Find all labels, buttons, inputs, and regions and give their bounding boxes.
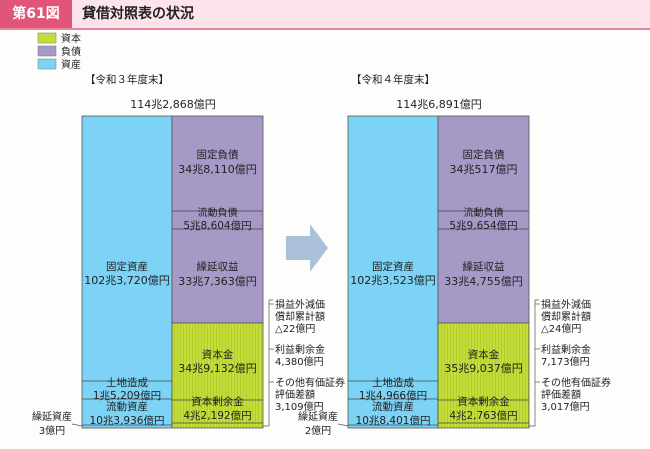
liability-bar: [437, 115, 530, 324]
asset-value: 102兆3,523億円: [350, 274, 436, 287]
side-note-value: 3,109億円: [275, 400, 324, 413]
liability-label: 繰延収益: [197, 260, 239, 273]
asset-value: 3億円: [39, 424, 65, 437]
side-note-label: 利益剰余金: [541, 343, 591, 356]
liability-value: 34兆517億円: [450, 163, 518, 176]
capital-bar: [171, 322, 264, 429]
capital-value: 34兆9,132億円: [178, 362, 257, 375]
side-note-value: 7,173億円: [541, 355, 590, 368]
capital-value: 4兆2,763億円: [449, 409, 517, 422]
figure-number-badge: 第61図: [0, 0, 72, 28]
side-note-label: 償却累計額: [541, 310, 591, 323]
arrow-right-icon: [286, 224, 328, 272]
capital-label: 資本金: [468, 348, 500, 361]
asset-label: 流動資産: [106, 400, 148, 413]
legend-label-liabilities: 負債: [61, 45, 81, 58]
side-note-label: 評価差額: [275, 388, 315, 401]
capital-label: 資本剰余金: [457, 395, 510, 408]
asset-bar: [81, 115, 173, 429]
liability-label: 固定負債: [463, 148, 505, 161]
liability-value: 33兆7,363億円: [178, 275, 257, 288]
asset-value: 10兆3,936億円: [90, 414, 165, 427]
liability-label: 流動負債: [464, 206, 504, 219]
liability-label: 流動負債: [198, 206, 238, 219]
side-note-label: 損益外減価: [275, 298, 325, 311]
asset-label: 繰延資産: [32, 410, 72, 423]
side-note-label: その他有価証券: [541, 376, 611, 389]
legend-label-assets: 資産: [61, 58, 81, 71]
capital-bar: [437, 322, 530, 429]
asset-label: 固定資産: [372, 260, 414, 273]
side-note-value: 4,380億円: [275, 355, 324, 368]
side-note-label: その他有価証券: [275, 376, 345, 389]
asset-label: 土地造成: [106, 376, 148, 389]
capital-label: 資本剰余金: [191, 395, 244, 408]
figure-header: 第61図 貸借対照表の状況: [0, 0, 650, 30]
liability-value: 5兆8,604億円: [183, 219, 251, 232]
period-label: 【令和３年度末】: [85, 73, 169, 86]
asset-label: 土地造成: [372, 376, 414, 389]
side-note-label: 利益剰余金: [275, 343, 325, 356]
asset-value: 1兆5,209億円: [93, 389, 161, 402]
side-note-label: 評価差額: [541, 388, 581, 401]
asset-label: 固定資産: [106, 260, 148, 273]
liability-label: 固定負債: [197, 148, 239, 161]
leader-line: [529, 299, 539, 427]
liability-value: 33兆4,755億円: [444, 275, 523, 288]
leader-line: [71, 423, 83, 427]
total-label: 114兆2,868億円: [130, 98, 216, 111]
leader-line: [337, 423, 349, 427]
legend-swatch-liabilities: [37, 45, 57, 57]
side-note-label: 損益外減価: [541, 298, 591, 311]
liability-value: 34兆8,110億円: [178, 163, 257, 176]
asset-label: 流動資産: [372, 400, 414, 413]
legend-label-capital: 資本: [61, 32, 81, 45]
side-note-value: △22億円: [275, 322, 315, 335]
total-label: 114兆6,891億円: [396, 98, 482, 111]
asset-value: 2億円: [305, 424, 331, 437]
liability-value: 5兆9,654億円: [449, 219, 517, 232]
asset-bar: [347, 115, 439, 429]
period-label: 【令和４年度末】: [351, 73, 435, 86]
legend-swatch-capital: [37, 32, 57, 44]
liability-label: 繰延収益: [463, 260, 505, 273]
side-note-value: △24億円: [541, 322, 581, 335]
asset-label: 繰延資産: [298, 410, 338, 423]
capital-value: 35兆9,037億円: [444, 362, 523, 375]
asset-value: 102兆3,720億円: [84, 274, 170, 287]
capital-label: 資本金: [202, 348, 234, 361]
figure-title: 貸借対照表の状況: [82, 6, 194, 22]
side-note-label: 償却累計額: [275, 310, 325, 323]
capital-value: 4兆2,192億円: [183, 409, 251, 422]
side-note-value: 3,017億円: [541, 400, 590, 413]
asset-value: 1兆4,966億円: [359, 389, 427, 402]
legend-swatch-assets: [37, 58, 57, 70]
leader-line: [263, 299, 273, 427]
asset-value: 10兆8,401億円: [356, 414, 431, 427]
